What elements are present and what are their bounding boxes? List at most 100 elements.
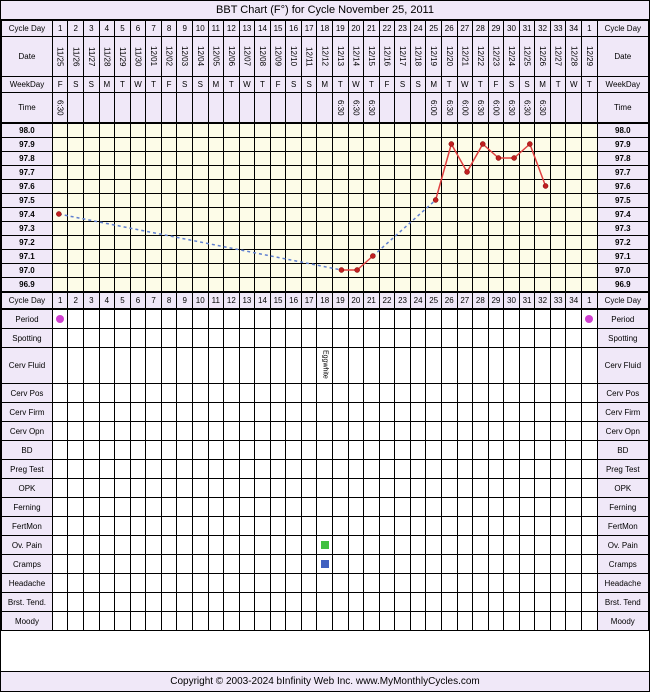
temp-cell <box>146 264 162 278</box>
grid-cell: 8 <box>161 21 177 37</box>
date-cell: 12/11 <box>301 37 317 77</box>
tracker-cell <box>301 517 317 536</box>
tracker-cell <box>488 574 504 593</box>
temp-cell <box>317 222 333 236</box>
temp-cell <box>161 236 177 250</box>
tracker-cell <box>68 479 84 498</box>
tracker-cell <box>473 422 489 441</box>
grid-cell: T <box>224 77 240 93</box>
temp-cell <box>566 278 582 292</box>
tracker-cell <box>286 498 302 517</box>
tracker-cell <box>348 574 364 593</box>
temp-cell <box>488 222 504 236</box>
temp-cell <box>239 222 255 236</box>
temp-row: 96.996.9 <box>2 278 649 292</box>
temp-cell <box>457 250 473 264</box>
tracker-cell <box>255 479 271 498</box>
temp-cell <box>239 250 255 264</box>
temp-cell <box>130 138 146 152</box>
tracker-cell <box>348 555 364 574</box>
time-cell <box>192 93 208 123</box>
temp-cell <box>286 166 302 180</box>
tracker-cell <box>395 348 411 384</box>
tracker-cell <box>566 555 582 574</box>
temp-cell <box>146 124 162 138</box>
tracker-cell <box>68 536 84 555</box>
temp-label: 97.8 <box>597 152 648 166</box>
tracker-row-cervFirm: Cerv FirmCerv Firm <box>2 403 649 422</box>
tracker-cell <box>115 441 131 460</box>
temp-cell <box>68 278 84 292</box>
tracker-cell <box>395 574 411 593</box>
temp-cell <box>301 264 317 278</box>
tracker-cell <box>192 517 208 536</box>
tracker-cell <box>535 348 551 384</box>
temp-cell <box>146 138 162 152</box>
time-cell <box>301 93 317 123</box>
tracker-cell <box>99 498 115 517</box>
row-label: Time <box>2 93 53 123</box>
temp-cell <box>255 152 271 166</box>
temp-cell <box>115 138 131 152</box>
period-dot-icon <box>585 315 593 323</box>
tracker-label: Brst. Tend <box>597 593 648 612</box>
grid-cell: 3 <box>84 21 100 37</box>
tracker-cell <box>255 422 271 441</box>
tracker-cell <box>426 517 442 536</box>
temp-cell <box>130 124 146 138</box>
tracker-cell <box>177 574 193 593</box>
tracker-cell <box>286 329 302 348</box>
date-cell: 12/21 <box>457 37 473 77</box>
grid-cell: 1 <box>52 21 68 37</box>
tracker-cell <box>488 498 504 517</box>
temp-cell <box>550 264 566 278</box>
tracker-cell <box>208 574 224 593</box>
tracker-cell <box>550 517 566 536</box>
tracker-cell <box>566 329 582 348</box>
grid-cell: M <box>208 77 224 93</box>
tracker-cell <box>68 612 84 631</box>
tracker-label: OPK <box>597 479 648 498</box>
tracker-cell <box>550 384 566 403</box>
tracker-cell <box>224 384 240 403</box>
tracker-cell <box>317 329 333 348</box>
temp-cell <box>115 124 131 138</box>
tracker-cell <box>115 536 131 555</box>
temp-row: 97.397.3 <box>2 222 649 236</box>
temp-cell <box>364 222 380 236</box>
tracker-cell <box>441 441 457 460</box>
tracker-cell <box>115 422 131 441</box>
tracker-cell <box>224 422 240 441</box>
temp-cell <box>208 208 224 222</box>
temp-cell <box>208 250 224 264</box>
tracker-cell <box>364 574 380 593</box>
temp-cell <box>84 264 100 278</box>
tracker-cell <box>99 593 115 612</box>
tracker-cell <box>286 536 302 555</box>
tracker-cell <box>52 517 68 536</box>
temp-cell <box>364 264 380 278</box>
temp-cell <box>146 208 162 222</box>
temp-cell <box>52 278 68 292</box>
row-label: Cycle Day <box>2 21 53 37</box>
tracker-cell <box>130 536 146 555</box>
tracker-cell <box>255 555 271 574</box>
grid-cell: 31 <box>519 293 535 309</box>
tracker-cell <box>441 329 457 348</box>
temp-cell <box>535 194 551 208</box>
temp-cell <box>348 264 364 278</box>
temp-cell <box>208 152 224 166</box>
tracker-cell <box>395 517 411 536</box>
tracker-cell <box>52 422 68 441</box>
tracker-cell <box>426 574 442 593</box>
temp-cell <box>333 138 349 152</box>
tracker-cell <box>146 310 162 329</box>
tracker-cell <box>364 536 380 555</box>
temp-cell <box>519 166 535 180</box>
tracker-cell <box>239 555 255 574</box>
grid-cell: 12 <box>224 293 240 309</box>
temp-cell <box>488 138 504 152</box>
tracker-cell <box>177 479 193 498</box>
tracker-cell <box>99 517 115 536</box>
tracker-cell <box>177 329 193 348</box>
